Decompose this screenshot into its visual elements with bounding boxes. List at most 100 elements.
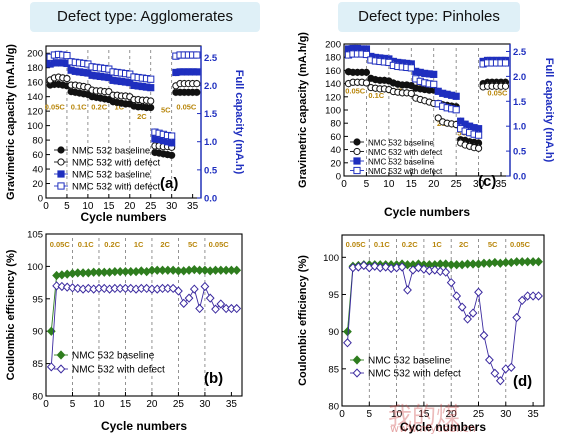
rate-label: 1C: [134, 240, 144, 249]
data-point: [435, 266, 445, 277]
data-point: [68, 283, 77, 293]
data-point: [200, 265, 210, 275]
y2-tick-label: 0.5: [513, 147, 527, 158]
data-point: [147, 75, 155, 83]
rate-label: 0.05C: [510, 240, 531, 249]
y-tick-label: 140: [325, 79, 341, 90]
y-axis-title: Gravimetric capacity (mA.h/g): [297, 32, 309, 188]
data-point: [168, 151, 176, 159]
y-tick-label: 180: [325, 53, 341, 64]
data-point: [189, 265, 199, 275]
y2-axis-title: Full capacity (mA.h): [233, 70, 245, 175]
panel-label: (d): [513, 373, 532, 390]
rate-label: 0.1C: [368, 91, 384, 100]
legend: NMC 532 baseline NMC 532 with defect: [350, 355, 461, 380]
x-tick-label: 25: [173, 399, 185, 410]
x-axis-title: Cycle numbers: [101, 419, 187, 433]
x-tick-label: 0: [43, 201, 49, 212]
series-1: [46, 281, 242, 372]
y-tick-label: 80: [32, 136, 43, 147]
legend-marker: [56, 364, 66, 374]
data-point: [468, 308, 478, 318]
data-point: [168, 265, 178, 275]
y-tick-label: 80: [328, 402, 339, 413]
legend-label: NMC 532 baseline: [72, 170, 150, 181]
rate-label: 0.05C: [45, 103, 66, 112]
data-point: [490, 368, 500, 378]
data-point: [200, 281, 210, 292]
rate-label: 5C: [488, 240, 498, 249]
y-tick-label: 85: [328, 364, 339, 375]
x-axis-title: Cycle numbers: [384, 205, 470, 219]
legend-marker: [57, 170, 65, 178]
data-point: [46, 362, 56, 372]
x-tick-label: 5: [70, 399, 76, 410]
data-point: [142, 283, 152, 294]
legend-marker: [57, 146, 65, 154]
data-point: [52, 281, 61, 291]
data-point: [189, 284, 199, 294]
y-axis-title: Coulombic efficiency (%): [297, 255, 309, 386]
data-point: [517, 295, 527, 306]
data-point: [370, 261, 380, 271]
series-3: [344, 49, 510, 140]
data-point: [457, 302, 467, 312]
y-tick-label: 0: [38, 194, 43, 205]
y-tick-label: 180: [27, 63, 43, 74]
data-point: [62, 282, 72, 292]
data-point: [343, 327, 352, 337]
data-point: [126, 283, 136, 294]
legend-marker: [56, 350, 66, 360]
x-tick-label: 0: [341, 179, 347, 190]
series-1: [46, 73, 201, 152]
data-point: [136, 266, 146, 276]
x-tick-label: 25: [473, 409, 485, 420]
legend-marker: [57, 182, 65, 190]
x-tick-label: 35: [528, 409, 540, 420]
rate-label: 0.05C: [50, 240, 71, 249]
data-point: [463, 314, 472, 324]
y2-tick-label: 2.0: [204, 81, 217, 92]
x-tick-label: 35: [495, 179, 507, 190]
rate-label: 0.05C: [209, 240, 230, 249]
legend-label: NMC 532 baseline: [72, 146, 150, 157]
x-tick-label: 10: [93, 399, 105, 410]
y-tick-label: 90: [32, 327, 43, 338]
data-point: [534, 257, 543, 267]
data-point: [57, 281, 67, 292]
data-point: [147, 103, 155, 112]
data-point: [211, 304, 220, 314]
y-tick-label: 20: [330, 158, 341, 169]
legend-marker: [353, 157, 361, 165]
y2-tick-label: 0.0: [204, 194, 217, 205]
y-tick-label: 0: [336, 172, 341, 183]
y-tick-label: 100: [325, 106, 341, 117]
y-tick-label: 100: [27, 121, 43, 132]
y-tick-label: 60: [330, 132, 341, 143]
rate-label: 1C: [432, 240, 442, 249]
y-tick-label: 160: [27, 78, 43, 89]
y-axis-title: Gravimetric capacity (mA.h/g): [5, 44, 17, 200]
series-3: [46, 50, 201, 141]
series-2: [46, 58, 201, 147]
y2-tick-label: 2.0: [513, 72, 526, 83]
x-tick-label: 5: [64, 201, 70, 212]
y-tick-label: 40: [32, 165, 43, 176]
y2-axis-title: Full capacity (mA.h): [543, 58, 555, 163]
y-tick-label: 20: [32, 179, 43, 190]
panel-a: 0 5 10 15 20 25 30 3502040608010012014016018020…: [5, 44, 245, 224]
rate-label: 0.05C: [345, 87, 366, 96]
x-tick-label: 15: [406, 179, 418, 190]
y-tick-label: 140: [27, 92, 43, 103]
data-point: [474, 287, 483, 297]
legend-marker: [353, 147, 361, 156]
data-point: [195, 303, 205, 314]
data-point: [452, 92, 460, 100]
data-point: [362, 50, 371, 59]
x-tick-label: 30: [473, 179, 485, 190]
x-tick-label: 20: [446, 409, 458, 420]
legend-label: NMC 532 with defect: [72, 365, 165, 376]
data-point: [147, 97, 155, 105]
panel-d: 0 5 10 15 20 25 30 35 80 85 90 95 100 Cycle numbers Co…: [297, 234, 545, 434]
